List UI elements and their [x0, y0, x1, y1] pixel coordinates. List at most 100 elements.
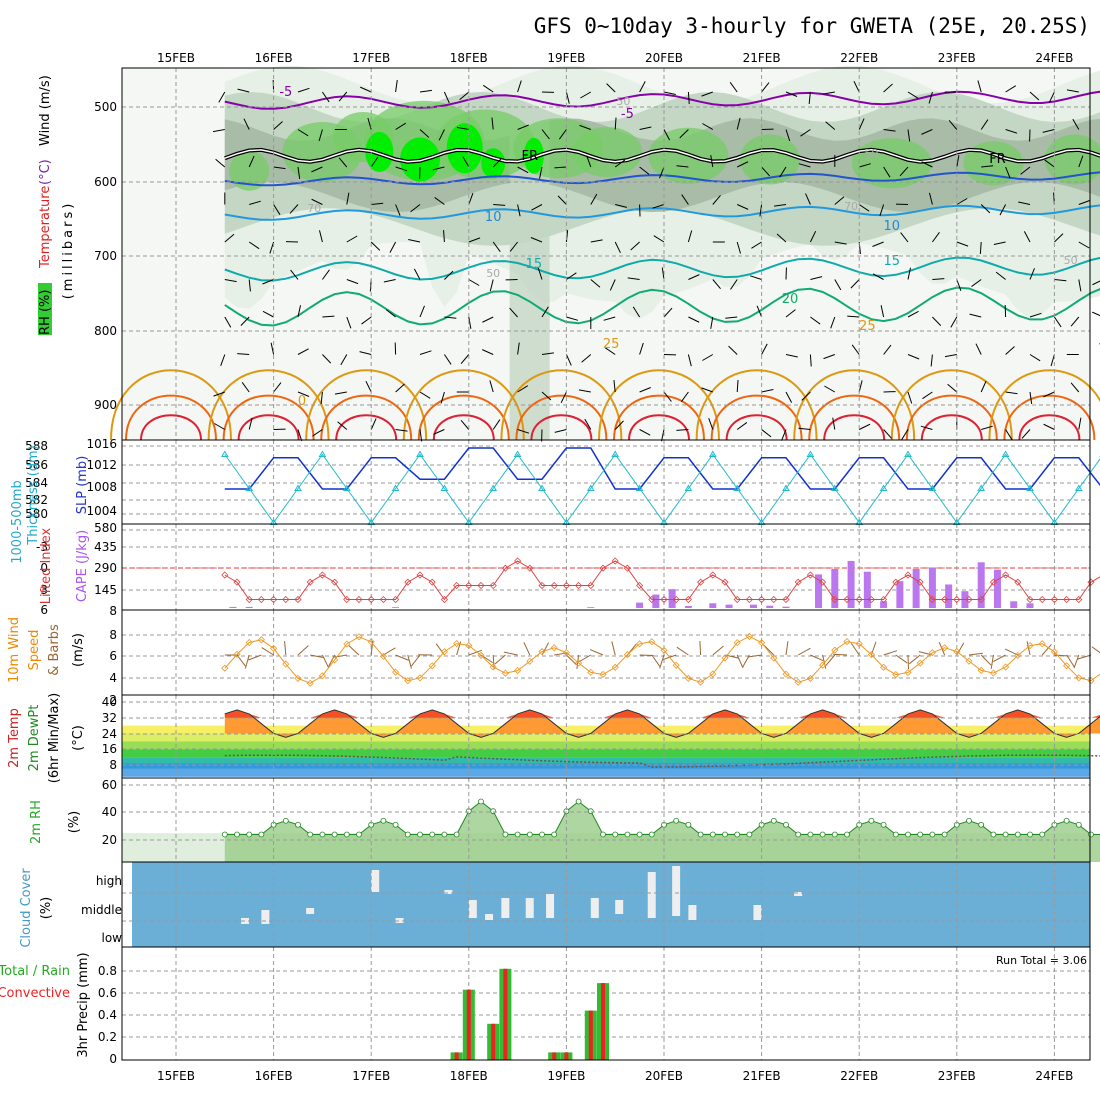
lifted-index-marker [245, 595, 253, 604]
wind-speed-marker [819, 661, 827, 669]
surface-temperature-contour [1018, 414, 1081, 441]
y-tick-label: 584 [25, 476, 48, 490]
rh-marker [539, 831, 545, 838]
wind-speed-marker [672, 661, 680, 669]
wind-barb [639, 342, 644, 355]
wind-barb [779, 166, 787, 178]
wind-barb [661, 429, 665, 442]
precip-label-3: 3hr Precip (mm) [76, 952, 91, 1057]
rh-marker [612, 831, 619, 838]
wind-barb [566, 654, 577, 666]
y-tick-label: 0 [109, 1052, 117, 1066]
rh-marker [417, 831, 423, 838]
surface-temperature-contour [402, 369, 525, 441]
wind-barb [639, 387, 651, 393]
contour-label: 15 [883, 254, 900, 269]
wind-barb [1077, 654, 1092, 660]
wind-barb [370, 241, 381, 251]
cape-bar [668, 589, 676, 608]
surface-temperature-contour [988, 369, 1100, 441]
lifted-index-marker [855, 595, 863, 604]
wind-barb [1053, 316, 1062, 328]
rh-marker [941, 831, 948, 838]
wind-barb [851, 344, 860, 355]
wind-speed-marker [257, 636, 265, 644]
rh-marker [636, 831, 643, 838]
wind-barb [395, 429, 408, 432]
wind-label-2: Speed [27, 630, 42, 671]
wind-barb [460, 354, 470, 365]
lifted-index-marker [904, 571, 912, 579]
lifted-index-marker [404, 578, 412, 586]
wind-barb [1029, 312, 1042, 318]
wind-barb [663, 91, 676, 95]
cloud-block [306, 908, 315, 914]
cloud-block [371, 870, 380, 892]
lifted-index-marker [611, 557, 619, 565]
wind-barb [297, 348, 309, 355]
wind-barb [578, 654, 592, 663]
surface-temperature-contour [628, 414, 690, 441]
y-tick-label: 32 [102, 711, 117, 725]
contour-label: 50 [616, 95, 630, 108]
y-tick-label: 290 [94, 561, 117, 575]
thickness-marker [806, 450, 815, 457]
wind-barb [410, 654, 421, 667]
wind-barb [224, 233, 235, 243]
surface-temperature-contour [613, 394, 705, 441]
wind-barb [407, 654, 412, 669]
wind-speed-marker [575, 659, 583, 667]
wind-speed-marker [709, 670, 717, 678]
top-date-label: 17FEB [352, 51, 390, 65]
lifted-index-marker [550, 581, 558, 590]
wind-barb [1054, 279, 1067, 282]
wind-barb [1029, 354, 1041, 362]
precip-convective-bar [601, 983, 605, 1060]
rh-marker [1063, 817, 1070, 824]
wind-barb [800, 129, 811, 137]
cloud-unit: (%) [39, 897, 54, 920]
rh-marker [783, 821, 789, 828]
y-tick-label: 16 [102, 742, 117, 756]
contour-label: -5 [621, 107, 634, 122]
wind-barb [980, 380, 987, 393]
wind-barb [578, 389, 591, 393]
wind-barb [321, 654, 329, 668]
wind-barb [240, 316, 250, 326]
wind-barb [459, 91, 470, 101]
wind-barb [810, 316, 821, 325]
rh-marker [514, 831, 521, 838]
slp-line [224, 447, 1100, 490]
wind-barb [419, 391, 431, 399]
lifted-index-marker [599, 564, 607, 572]
wind-speed-marker [477, 651, 485, 659]
wind-barb [710, 316, 714, 329]
wind-barb [763, 644, 775, 656]
wind-barb [710, 155, 714, 168]
wind-barb [213, 391, 225, 397]
wind-barb [832, 417, 836, 430]
lifted-index-marker [831, 595, 839, 604]
wind-barb [334, 391, 347, 395]
lifted-index-marker [953, 595, 961, 604]
wind-barb [948, 119, 958, 130]
temp-unit: (°C) [71, 725, 86, 751]
precip-convective-bar [466, 989, 471, 1060]
lifted-index-marker [660, 595, 668, 604]
rh-marker [880, 821, 887, 828]
lifted-index-marker [575, 581, 583, 590]
rh-marker [307, 831, 314, 838]
surface-temperature-contour [695, 369, 818, 441]
wind-barb [956, 198, 968, 205]
y-tick-label: 1016 [86, 437, 117, 451]
wind-barb [468, 237, 481, 243]
wind-barb [736, 204, 749, 210]
wind-barb [679, 129, 689, 139]
wind-barb [932, 278, 945, 280]
wind-barb [834, 241, 847, 245]
wind-barb [872, 273, 884, 280]
wind-barb [468, 193, 474, 205]
wind-barb [928, 91, 933, 104]
wind-speed-marker [758, 639, 766, 647]
surface-temperature-contour [110, 369, 232, 441]
